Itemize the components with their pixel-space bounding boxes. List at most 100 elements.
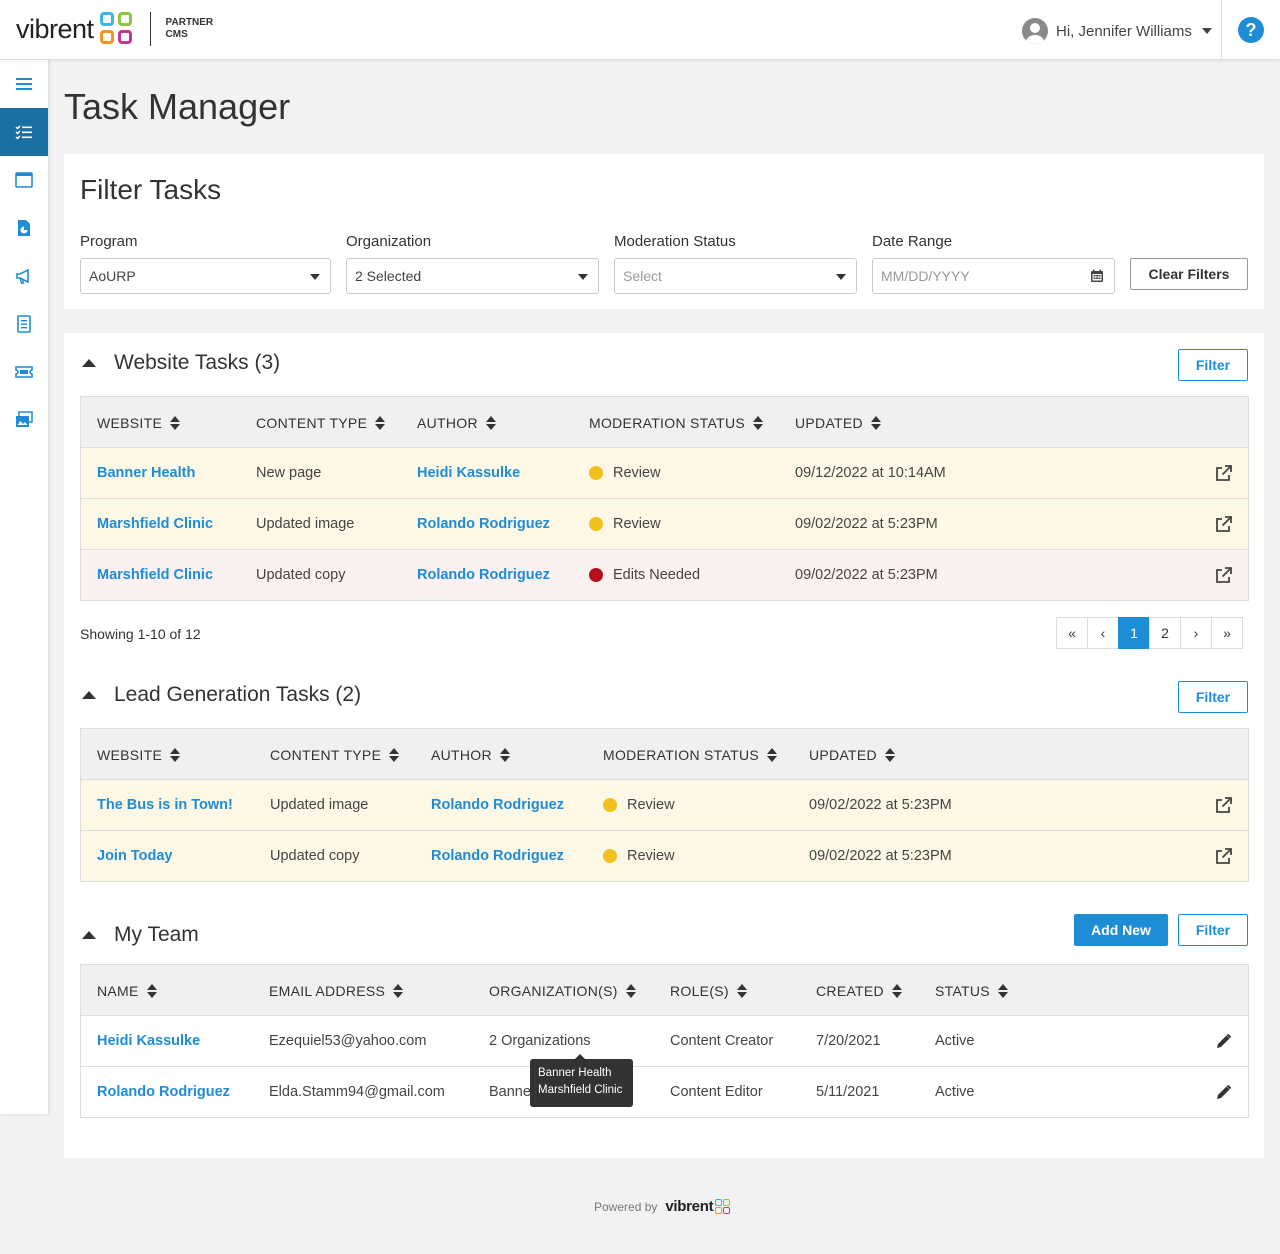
sort-icon[interactable]: [375, 415, 386, 430]
external-link-icon[interactable]: [1215, 567, 1232, 584]
col-updated[interactable]: UPDATED: [809, 729, 895, 780]
pagination: « ‹ 1 2 › »: [1056, 617, 1243, 649]
last-page-button[interactable]: »: [1211, 617, 1243, 649]
sort-icon[interactable]: [485, 415, 496, 430]
author-link[interactable]: Rolando Rodriguez: [417, 567, 550, 583]
col-moderation-status[interactable]: MODERATION STATUS: [589, 397, 763, 448]
date-range-input[interactable]: MM/DD/YYYY: [872, 258, 1115, 294]
table-header: WEBSITE CONTENT TYPE AUTHOR MODERATION S…: [81, 729, 1248, 780]
report-icon[interactable]: [0, 204, 48, 252]
collapse-triangle-icon[interactable]: [82, 931, 96, 939]
col-organizations[interactable]: ORGANIZATION(S): [489, 965, 636, 1016]
megaphone-icon[interactable]: [0, 252, 48, 300]
status-cell: Review: [603, 831, 675, 881]
organization-select[interactable]: 2 Selected: [346, 258, 599, 294]
status-cell: Review: [589, 448, 661, 498]
col-website[interactable]: WEBSITE: [97, 397, 181, 448]
author-link[interactable]: Rolando Rodriguez: [431, 797, 564, 813]
col-content-type[interactable]: CONTENT TYPE: [270, 729, 400, 780]
page-1-button[interactable]: 1: [1118, 617, 1150, 649]
add-new-button[interactable]: Add New: [1074, 914, 1168, 946]
sort-icon[interactable]: [884, 747, 895, 762]
ticket-icon[interactable]: [0, 348, 48, 396]
content-type: Updated image: [270, 797, 369, 813]
member-status: Active: [935, 1033, 975, 1049]
member-name-link[interactable]: Heidi Kassulke: [97, 1033, 201, 1049]
browser-window-icon[interactable]: [0, 156, 48, 204]
prev-page-button[interactable]: ‹: [1087, 617, 1119, 649]
table-row: Rolando Rodriguez Elda.Stamm94@gmail.com…: [81, 1067, 1248, 1117]
sort-icon[interactable]: [146, 983, 157, 998]
member-name-link[interactable]: Rolando Rodriguez: [97, 1084, 230, 1100]
lead-tasks-header[interactable]: Lead Generation Tasks (2): [80, 683, 361, 707]
user-menu[interactable]: Hi, Jennifer Williams: [1022, 16, 1212, 46]
col-created[interactable]: CREATED: [816, 965, 902, 1016]
col-author[interactable]: AUTHOR: [431, 729, 510, 780]
program-select[interactable]: AoURP: [80, 258, 331, 294]
next-page-button[interactable]: ›: [1180, 617, 1212, 649]
pencil-icon[interactable]: [1215, 1084, 1232, 1101]
updated: 09/02/2022 at 5:23PM: [795, 516, 938, 532]
page-2-button[interactable]: 2: [1149, 617, 1181, 649]
lead-filter-button[interactable]: Filter: [1178, 681, 1248, 713]
sort-icon[interactable]: [625, 983, 636, 998]
team-header[interactable]: My Team: [80, 923, 199, 947]
sort-icon[interactable]: [170, 415, 181, 430]
logo-wordmark: vibrent: [16, 13, 94, 44]
vibrent-logo[interactable]: vibrent PARTNER CMS: [16, 12, 213, 46]
sort-icon[interactable]: [499, 747, 510, 762]
col-author[interactable]: AUTHOR: [417, 397, 496, 448]
collapse-triangle-icon[interactable]: [82, 359, 96, 367]
member-organizations[interactable]: 2 Organizations: [489, 1033, 591, 1049]
sort-icon[interactable]: [393, 983, 404, 998]
calendar-icon[interactable]: [1090, 269, 1104, 283]
website-link[interactable]: Banner Health: [97, 465, 196, 481]
col-moderation-status[interactable]: MODERATION STATUS: [603, 729, 777, 780]
menu-icon[interactable]: [0, 60, 48, 108]
sort-icon[interactable]: [891, 983, 902, 998]
sort-icon[interactable]: [753, 415, 763, 430]
col-email[interactable]: EMAIL ADDRESS: [269, 965, 404, 1016]
website-filter-button[interactable]: Filter: [1178, 349, 1248, 381]
first-page-button[interactable]: «: [1056, 617, 1088, 649]
status-text: Review: [627, 848, 675, 864]
col-status[interactable]: STATUS: [935, 965, 1008, 1016]
updated: 09/02/2022 at 5:23PM: [809, 797, 952, 813]
media-gallery-icon[interactable]: [0, 396, 48, 444]
author-link[interactable]: Heidi Kassulke: [417, 465, 521, 481]
collapse-triangle-icon[interactable]: [82, 691, 96, 699]
website-link[interactable]: The Bus is in Town!: [97, 797, 233, 813]
col-content-type[interactable]: CONTENT TYPE: [256, 397, 386, 448]
clear-filters-button[interactable]: Clear Filters: [1130, 258, 1248, 290]
sort-icon[interactable]: [997, 983, 1008, 998]
moderation-select[interactable]: Select: [614, 258, 857, 294]
pencil-icon[interactable]: [1215, 1033, 1232, 1050]
sort-icon[interactable]: [389, 747, 400, 762]
organization-label: Organization: [346, 233, 432, 250]
document-icon[interactable]: [0, 300, 48, 348]
sort-icon[interactable]: [870, 415, 881, 430]
external-link-icon[interactable]: [1215, 465, 1232, 482]
col-name[interactable]: NAME: [97, 965, 157, 1016]
help-icon[interactable]: ?: [1238, 17, 1264, 43]
showing-count: Showing 1-10 of 12: [80, 626, 201, 642]
team-filter-button[interactable]: Filter: [1178, 914, 1248, 946]
author-link[interactable]: Rolando Rodriguez: [431, 848, 564, 864]
website-tasks-header[interactable]: Website Tasks (3): [80, 351, 280, 375]
task-list-icon[interactable]: [0, 108, 48, 156]
website-tasks-title: Website Tasks (3): [114, 351, 281, 374]
website-link[interactable]: Marshfield Clinic: [97, 567, 214, 583]
chevron-down-icon: [578, 274, 588, 280]
sort-icon[interactable]: [736, 983, 747, 998]
website-link[interactable]: Marshfield Clinic: [97, 516, 214, 532]
col-roles[interactable]: ROLE(S): [670, 965, 747, 1016]
col-updated[interactable]: UPDATED: [795, 397, 881, 448]
external-link-icon[interactable]: [1215, 516, 1232, 533]
author-link[interactable]: Rolando Rodriguez: [417, 516, 550, 532]
website-link[interactable]: Join Today: [97, 848, 173, 864]
external-link-icon[interactable]: [1215, 848, 1232, 865]
sort-icon[interactable]: [170, 747, 181, 762]
sort-icon[interactable]: [767, 747, 777, 762]
external-link-icon[interactable]: [1215, 797, 1232, 814]
col-website[interactable]: WEBSITE: [97, 729, 181, 780]
